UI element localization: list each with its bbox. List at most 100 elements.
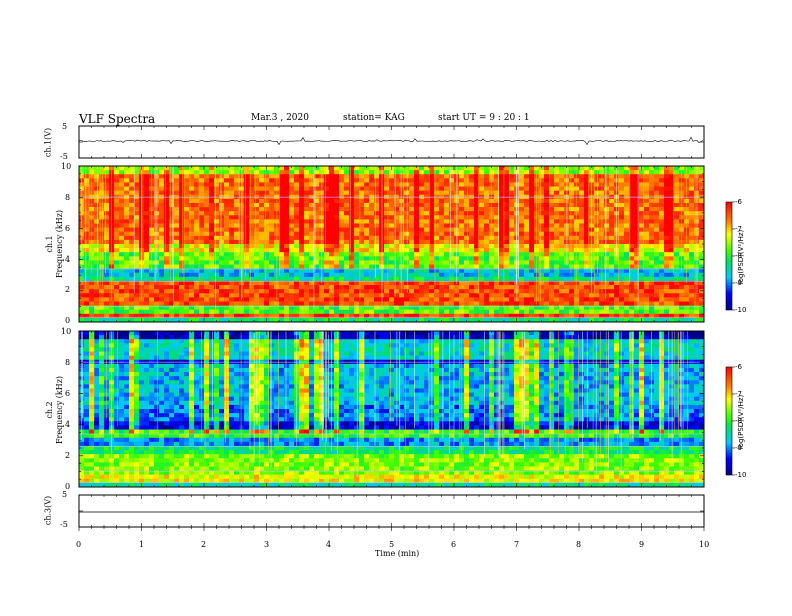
spectrogram-cell: [194, 236, 199, 241]
spectrogram-cell: [499, 191, 504, 196]
spectrogram-cell: [654, 166, 659, 171]
spectrogram-cell: [619, 273, 624, 278]
spectrogram-cell: [344, 252, 349, 257]
spectrogram-cell: [194, 277, 199, 282]
spectrogram-cell: [409, 182, 414, 187]
spectrogram-cell: [449, 289, 454, 294]
spectrogram-cell: [84, 273, 89, 278]
spectrogram-cell: [84, 166, 89, 171]
spectrogram-cell: [509, 191, 514, 196]
spectrogram-cell: [604, 244, 609, 249]
spectrogram-cell: [159, 252, 164, 257]
spectrogram-cell: [339, 232, 344, 237]
spectrogram-cell: [354, 240, 359, 245]
spectrogram-cell: [159, 293, 164, 298]
spectrogram-cell: [264, 256, 269, 261]
spectrogram-cell: [254, 199, 259, 204]
spectrogram-cell: [114, 219, 119, 224]
spectrogram-cell: [329, 232, 334, 237]
spectrogram-cell: [229, 277, 234, 282]
spectrogram-cell: [324, 232, 329, 237]
spectrogram-cell: [179, 187, 184, 192]
spectrogram-cell: [289, 203, 294, 208]
spectrogram-cell: [329, 285, 334, 290]
spectrogram-cell: [674, 297, 679, 302]
spectrogram-cell: [229, 211, 234, 216]
spectrogram-cell: [284, 199, 289, 204]
spectrogram-cell: [254, 211, 259, 216]
spectrogram-cell: [204, 232, 209, 237]
spectrogram-cell: [574, 252, 579, 257]
spectrogram-cell: [289, 174, 294, 179]
spectrogram-cell: [204, 244, 209, 249]
spectrogram-cell: [209, 265, 214, 270]
spectrogram-cell: [129, 256, 134, 261]
spectrogram-cell: [129, 252, 134, 257]
spectrogram-cell: [489, 223, 494, 228]
spectrogram-cell: [224, 199, 229, 204]
spectrogram-cell: [369, 240, 374, 245]
spectrogram-cell: [329, 277, 334, 282]
spectrogram-cell: [594, 273, 599, 278]
spectrogram-cell: [174, 236, 179, 241]
spectrogram-cell: [494, 289, 499, 294]
spectrogram-cell: [259, 273, 264, 278]
spectrogram-cell: [144, 285, 149, 290]
spectrogram-cell: [244, 219, 249, 224]
spectrogram-cell: [574, 277, 579, 282]
spectrogram-cell: [419, 301, 424, 306]
spectrogram-cell: [674, 252, 679, 257]
spectrogram-cell: [224, 182, 229, 187]
spectrogram-cell: [484, 293, 489, 298]
spectrogram-cell: [584, 285, 589, 290]
spectrogram-cell: [429, 170, 434, 175]
spectrogram-cell: [284, 289, 289, 294]
spectrogram-cell: [214, 265, 219, 270]
spectrogram-cell: [559, 248, 564, 253]
spectrogram-cell: [209, 182, 214, 187]
spectrogram-cell: [364, 199, 369, 204]
spectrogram-cell: [559, 297, 564, 302]
spectrogram-cell: [104, 211, 109, 216]
spectrogram-cell: [689, 277, 694, 282]
spectrogram-cell: [124, 244, 129, 249]
spectrogram-cell: [469, 260, 474, 265]
spectrogram-cell: [584, 297, 589, 302]
spectrogram-cell: [429, 211, 434, 216]
spectrogram-cell: [159, 211, 164, 216]
spectrogram-cell: [424, 215, 429, 220]
spectrogram-cell: [529, 178, 534, 183]
spectrogram-cell: [404, 277, 409, 282]
spectrogram-cell: [689, 310, 694, 315]
spectrogram-cell: [324, 187, 329, 192]
spectrogram-cell: [624, 273, 629, 278]
spectrogram-cell: [154, 285, 159, 290]
spectrogram-cell: [284, 240, 289, 245]
spectrogram-cell: [254, 170, 259, 175]
spectrogram-cell: [79, 442, 84, 447]
spectrogram-cell: [444, 207, 449, 212]
spectrogram-cell: [649, 215, 654, 220]
spectrogram-cell: [464, 273, 469, 278]
spectrogram-cell: [674, 166, 679, 171]
spectrogram-cell: [459, 215, 464, 220]
spectrogram-cell: [204, 174, 209, 179]
spectrogram-cell: [269, 289, 274, 294]
spectrogram-cell: [419, 293, 424, 298]
spectrogram-cell: [149, 273, 154, 278]
spectrogram-cell: [489, 236, 494, 241]
spectrogram-cell: [374, 273, 379, 278]
spectrogram-cell: [424, 248, 429, 253]
spectrogram-cell: [134, 277, 139, 282]
spectrogram-cell: [559, 232, 564, 237]
spectrogram-cell: [89, 285, 94, 290]
spectrogram-cell: [294, 182, 299, 187]
spectrogram-cell: [539, 256, 544, 261]
spectrogram-cell: [339, 203, 344, 208]
spectrogram-cell: [469, 166, 474, 171]
spectrogram-cell: [224, 236, 229, 241]
spectrogram-cell: [484, 211, 489, 216]
spectrogram-cell: [389, 252, 394, 257]
spectrogram-cell: [179, 203, 184, 208]
